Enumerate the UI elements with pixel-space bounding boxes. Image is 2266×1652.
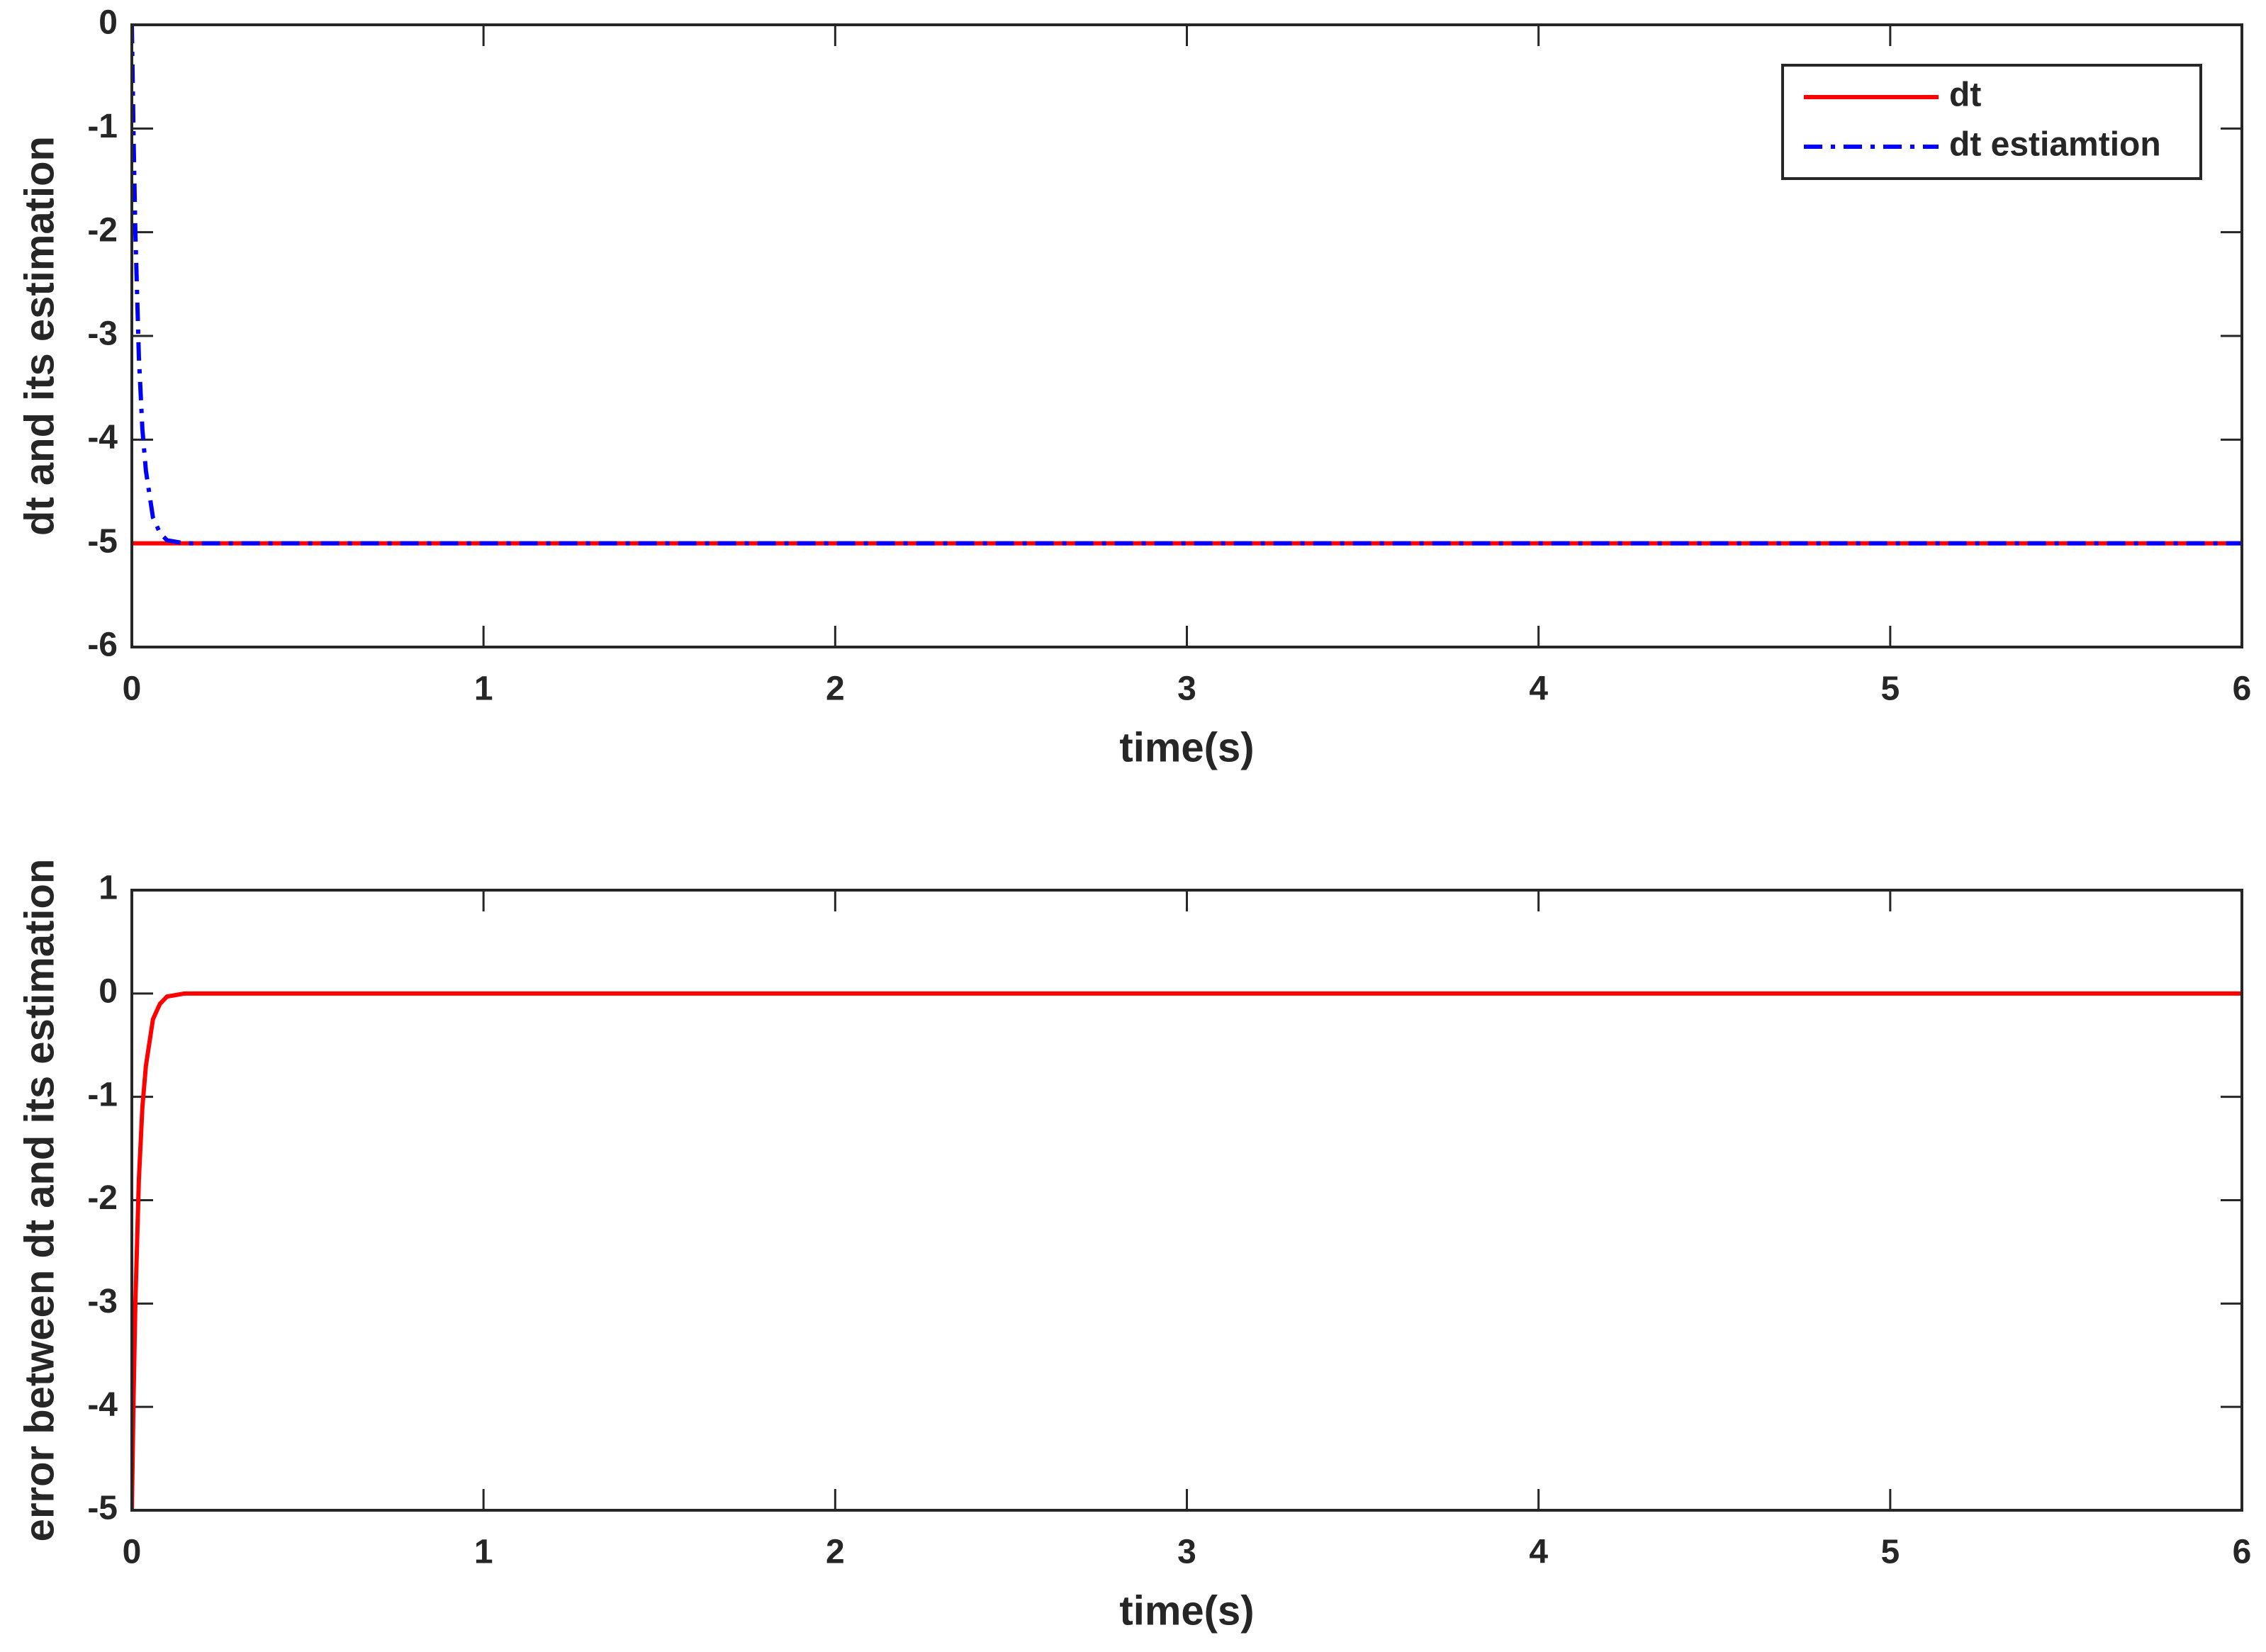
y-tick-label: 0 xyxy=(99,973,118,1011)
x-tick-label: 2 xyxy=(826,670,845,708)
y-tick-label: -5 xyxy=(87,1490,118,1527)
x-tick-label: 6 xyxy=(2233,670,2252,708)
y-tick-label: -4 xyxy=(87,419,118,456)
x-tick-label: 2 xyxy=(826,1534,845,1571)
x-axis-label: time(s) xyxy=(1119,1588,1254,1634)
x-tick-label: 3 xyxy=(1177,1534,1196,1571)
y-axis-label: dt and its estimation xyxy=(16,136,62,536)
x-tick-label: 3 xyxy=(1177,670,1196,708)
x-tick-label: 6 xyxy=(2233,1534,2252,1571)
x-tick-label: 4 xyxy=(1529,1534,1548,1571)
y-tick-label: -6 xyxy=(87,626,118,664)
x-tick-label: 5 xyxy=(1880,1534,1900,1571)
legend-label: dt estiamtion xyxy=(1949,126,2161,164)
axes-box xyxy=(130,23,2243,648)
y-tick-label: -3 xyxy=(87,1283,118,1320)
y-tick-label: 1 xyxy=(99,870,118,907)
x-tick-label: 0 xyxy=(123,1534,142,1571)
y-tick-label: -1 xyxy=(87,1076,118,1113)
y-tick-label: 0 xyxy=(99,4,118,42)
y-axis-label: error between dt and its estimation xyxy=(16,859,62,1542)
y-tick-label: -2 xyxy=(87,1179,118,1217)
x-tick-label: 5 xyxy=(1880,670,1900,708)
axes-box xyxy=(130,889,2243,1512)
x-axis-label: time(s) xyxy=(1119,724,1254,770)
data-line xyxy=(132,25,2242,546)
legend-label: dt xyxy=(1949,77,1981,114)
data-line xyxy=(132,991,2242,1510)
x-tick-label: 1 xyxy=(474,1534,493,1571)
x-tick-label: 1 xyxy=(474,670,493,708)
y-tick-label: -4 xyxy=(87,1386,118,1424)
y-tick-label: -1 xyxy=(87,108,118,145)
legend-box xyxy=(1781,64,2202,180)
y-tick-label: -3 xyxy=(87,315,118,353)
x-tick-label: 4 xyxy=(1529,670,1548,708)
x-tick-label: 0 xyxy=(123,670,142,708)
y-tick-label: -5 xyxy=(87,522,118,560)
y-tick-label: -2 xyxy=(87,211,118,249)
